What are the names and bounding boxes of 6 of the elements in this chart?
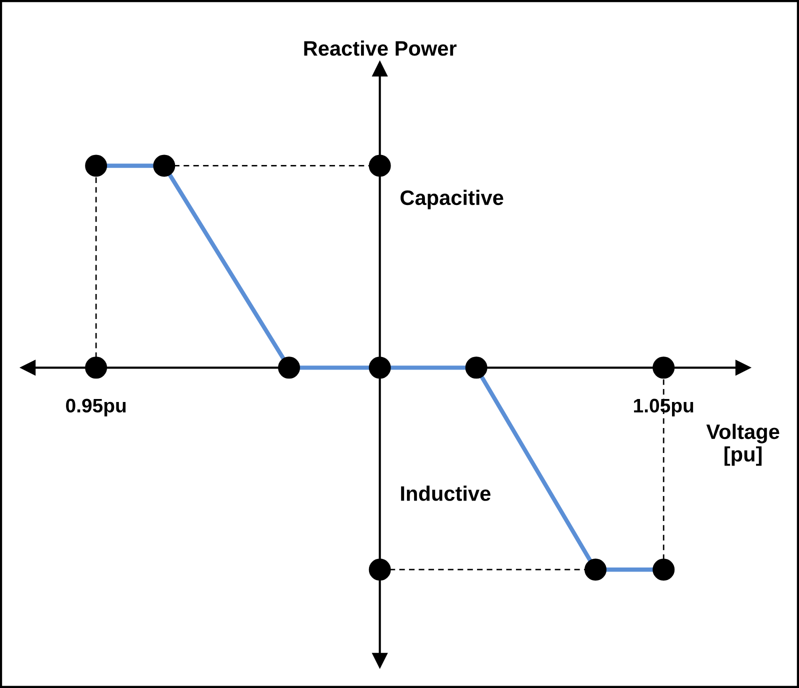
annotation: Inductive [401, 486, 490, 501]
annotation: Capacitive [400, 190, 504, 210]
x-axis-title: Voltage [pu] [706, 424, 780, 466]
text: Reactive Power [304, 40, 457, 56]
x-tick-label: 1.05pu [634, 398, 694, 416]
x-tick-label: 0.95pu [66, 398, 126, 416]
